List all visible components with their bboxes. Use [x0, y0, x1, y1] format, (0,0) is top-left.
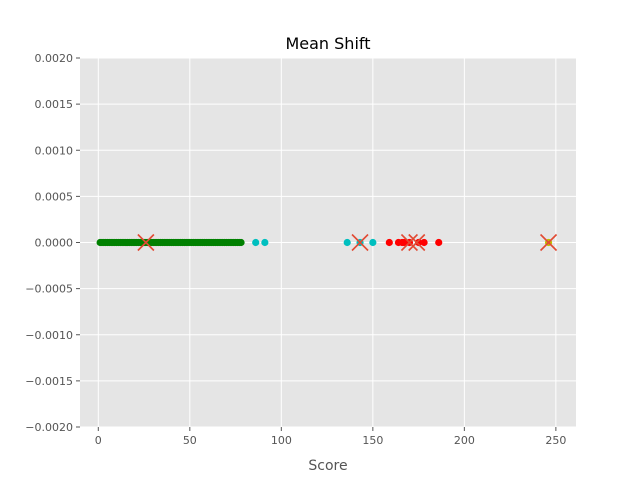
data-point — [369, 238, 377, 247]
x-tick-label: 0 — [95, 434, 102, 447]
y-tick-label: 0.0020 — [35, 52, 74, 65]
centroid-marker — [539, 233, 558, 252]
y-tick-label: 0.0005 — [35, 190, 74, 203]
centroid-marker — [351, 233, 369, 252]
centroid-marker — [400, 233, 419, 252]
y-tick-label: 0.0000 — [35, 237, 74, 250]
centroid-markers — [137, 233, 558, 252]
x-tick-label: 50 — [183, 434, 197, 447]
y-tick-label: −0.0015 — [25, 375, 73, 388]
x-tick-label: 150 — [362, 434, 383, 447]
data-point — [400, 238, 408, 247]
y-tick-label: 0.0015 — [35, 98, 74, 111]
data-point — [385, 238, 393, 247]
data-point — [252, 238, 260, 247]
data-point — [420, 238, 428, 247]
chart-title: Mean Shift — [285, 34, 370, 53]
y-tick-label: 0.0010 — [35, 144, 74, 157]
x-tick-label: 250 — [545, 434, 566, 447]
y-tick-label: −0.0005 — [25, 283, 73, 296]
grid-lines — [80, 57, 576, 428]
x-tick-label: 100 — [271, 434, 292, 447]
y-tick-label: −0.0020 — [25, 421, 73, 434]
centroid-marker — [408, 233, 426, 252]
x-tick-label: 200 — [454, 434, 475, 447]
x-axis-label: Score — [308, 458, 347, 474]
data-point — [435, 238, 443, 247]
data-point — [261, 238, 269, 247]
data-point — [237, 238, 245, 247]
axis-ticks: 0 50 100 150 200 250 −0.0020 −0.0015 −0.0010 −0.0… — [25, 52, 566, 447]
y-tick-label: −0.0010 — [25, 329, 73, 342]
data-points — [96, 238, 553, 247]
data-point — [343, 238, 351, 247]
data-point — [414, 238, 423, 247]
centroid-marker — [137, 233, 155, 252]
